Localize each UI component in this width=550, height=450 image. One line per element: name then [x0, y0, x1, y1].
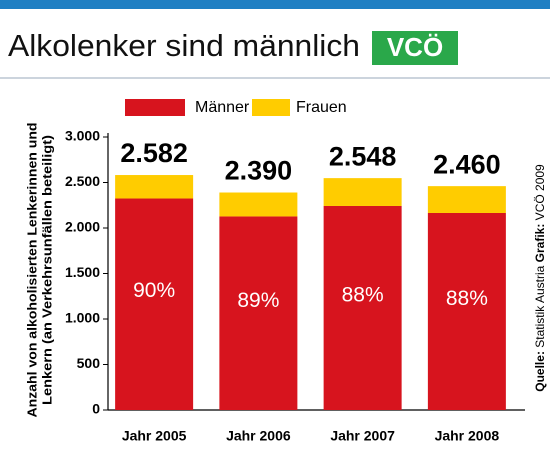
y-axis-label-line: Anzahl von alkoholisierten Lenkerinnen u…	[24, 122, 39, 417]
bar-segment	[219, 192, 298, 217]
y-tick-label: 3.000	[65, 128, 100, 144]
source-label: Quelle:	[533, 351, 547, 392]
y-tick-label: 0	[92, 401, 100, 417]
share-label: 89%	[237, 289, 279, 312]
legend-label: Frauen	[296, 99, 347, 116]
bar-segment	[115, 198, 194, 410]
source-note: Quelle: Statistik Austria Grafik: VCÖ 20…	[533, 164, 547, 392]
y-tick-label: 2.000	[65, 219, 100, 235]
total-label: 2.582	[120, 138, 188, 168]
y-tick-label: 2.500	[65, 173, 100, 189]
bar-segment	[427, 212, 506, 410]
legend-swatch	[125, 99, 185, 116]
bar-segment	[323, 205, 402, 410]
source: Statistik Austria	[533, 265, 547, 347]
legend-label: Männer	[195, 99, 250, 116]
top-band	[0, 0, 550, 9]
x-tick-label: Jahr 2008	[435, 428, 500, 444]
credit: VCÖ 2009	[533, 164, 547, 220]
share-label: 88%	[446, 287, 488, 310]
bar-segment	[323, 178, 402, 206]
y-axis-label-line: Lenkern (an Verkehrsunfällen beteiligt)	[39, 135, 54, 405]
total-label: 2.390	[225, 156, 293, 186]
y-tick-label: 500	[77, 355, 101, 371]
bar-segment	[115, 175, 194, 199]
x-tick-label: Jahr 2006	[226, 428, 291, 444]
y-tick-label: 1.000	[65, 310, 100, 326]
logo: VCÖ	[387, 32, 443, 62]
share-label: 90%	[133, 279, 175, 302]
bar-segment	[427, 186, 506, 213]
share-label: 88%	[342, 283, 384, 306]
chart-title: Alkolenker sind männlich	[8, 28, 360, 63]
credit-label: Grafik:	[533, 224, 547, 263]
legend-swatch	[252, 99, 290, 116]
logo-box	[372, 31, 458, 65]
y-tick-label: 1.500	[65, 264, 100, 280]
y-axis-label: Anzahl von alkoholisierten Lenkerinnen u…	[24, 122, 54, 417]
total-label: 2.548	[329, 141, 397, 171]
total-label: 2.460	[433, 149, 501, 179]
x-tick-label: Jahr 2005	[122, 428, 187, 444]
x-tick-label: Jahr 2007	[330, 428, 395, 444]
bar-segment	[219, 216, 298, 410]
